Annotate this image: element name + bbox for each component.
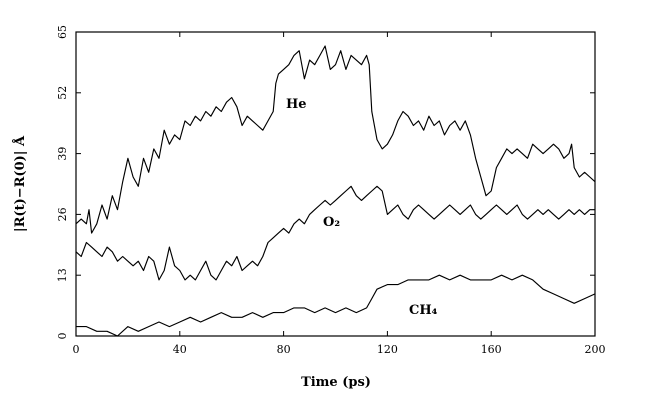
plot-frame [75,31,596,337]
x-tick-label: 120 [377,343,398,356]
series-label-he: He [286,97,307,112]
x-tick-label: 0 [73,343,80,356]
x-tick-label: 80 [277,343,291,356]
tick-labels-group: 0 40 80 120 160 200 0 13 26 39 52 65 [56,25,606,356]
series-line-0 [75,45,596,234]
x-tick-label: 200 [585,343,606,356]
series-lines-group [75,45,596,337]
series-line-2 [76,274,596,337]
series-line-1 [75,185,595,281]
series-label-o2: O₂ [323,215,340,230]
series-label-ch4: CH₄ [409,303,438,318]
y-tick-label: 52 [56,86,69,100]
y-tick-label: 26 [56,207,69,221]
x-axis-label: Time (ps) [301,375,371,390]
x-tick-label: 40 [173,343,187,356]
y-axis-label: |R(t)−R(0)| Å [12,135,28,232]
y-tick-label: 0 [56,333,69,340]
x-tick-label: 160 [481,343,502,356]
y-tick-label: 13 [56,268,69,282]
ticks-group [75,31,596,337]
y-tick-label: 65 [56,25,69,39]
y-tick-label: 39 [56,147,69,161]
